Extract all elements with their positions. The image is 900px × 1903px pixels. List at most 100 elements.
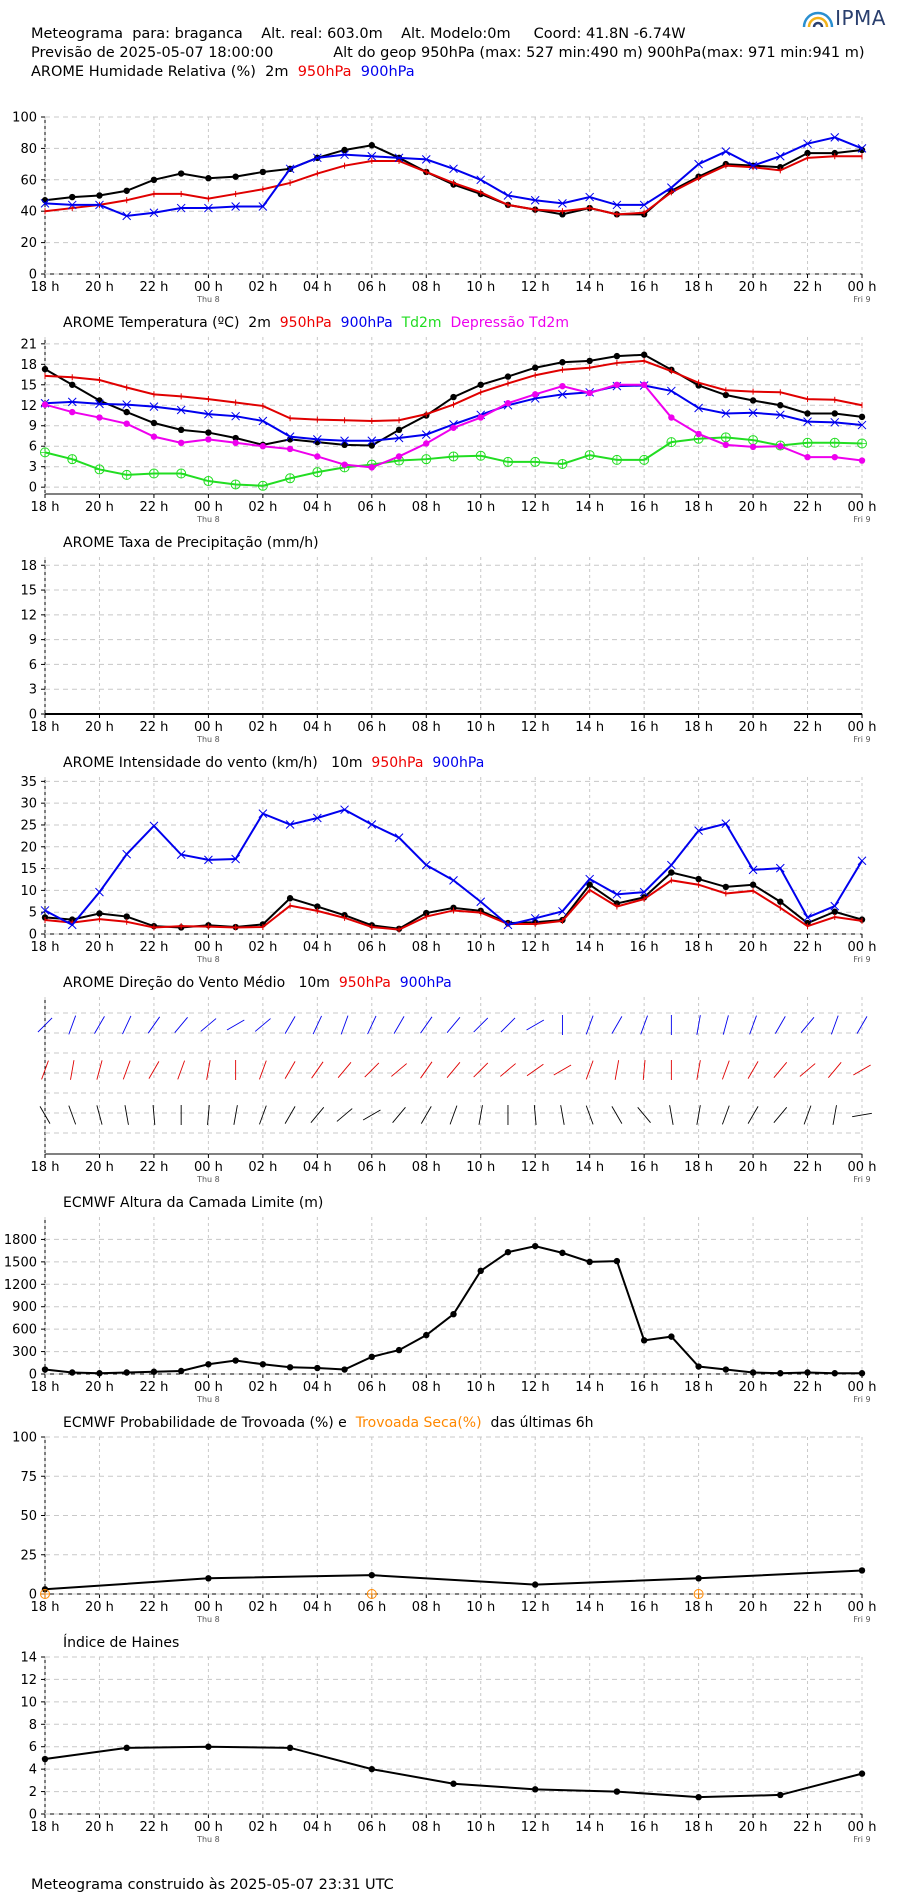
dir-barb-2m bbox=[96, 1105, 103, 1125]
dir-barb-950 bbox=[853, 1064, 871, 1076]
temp-td2m-point-cross bbox=[748, 435, 758, 445]
pbl-pbl-point bbox=[749, 1369, 757, 1376]
pbl-pbl-point bbox=[314, 1364, 321, 1372]
temp-900hpa-point bbox=[721, 409, 731, 418]
pbl-x-tick-label: 20 h bbox=[85, 1380, 114, 1395]
rh-y-tick-label: 80 bbox=[20, 142, 37, 157]
wind-900hpa-point bbox=[639, 887, 649, 897]
wind-x-tick-label: 22 h bbox=[139, 940, 168, 955]
wind-x-sub-label: Fri 9 bbox=[853, 955, 870, 964]
temp-2m-point bbox=[232, 434, 239, 442]
storm-trovoada-point bbox=[695, 1575, 702, 1582]
temp-x-tick-label: 10 h bbox=[466, 500, 495, 515]
wind-x-tick-label: 16 h bbox=[630, 940, 659, 955]
dir-barb-2m bbox=[449, 1105, 458, 1125]
temp-2m-point bbox=[395, 426, 403, 434]
storm-y-tick-label: 75 bbox=[20, 1470, 37, 1485]
temp-y-tick-label: 12 bbox=[20, 399, 37, 414]
dir-barb-950 bbox=[364, 1062, 380, 1078]
rh-900hpa-point bbox=[585, 192, 595, 202]
rh-900hpa-point bbox=[231, 202, 240, 211]
wind-900hpa-point bbox=[694, 826, 703, 835]
pbl-x-tick-label: 22 h bbox=[793, 1380, 822, 1395]
temp-900hpa-point bbox=[67, 397, 77, 407]
storm-x-tick-label: 20 h bbox=[85, 1600, 114, 1615]
precip-x-tick-label: 18 h bbox=[684, 720, 713, 735]
wind-900hpa-point bbox=[775, 863, 785, 873]
dir-barb-900 bbox=[420, 1016, 433, 1034]
temp-title: AROME Temperatura (ºC) 2m 950hPa 900hPa … bbox=[63, 315, 569, 331]
header-line-2: Previsão de 2025-05-07 18:00:00 Alt do g… bbox=[31, 45, 865, 61]
wind-2m-point bbox=[314, 903, 321, 910]
rh-y-tick-label: 20 bbox=[20, 236, 37, 251]
storm-trovoada-point bbox=[368, 1571, 375, 1579]
temp-y-tick-label: 3 bbox=[29, 460, 37, 475]
pbl-x-tick-label: 00 h bbox=[848, 1380, 877, 1395]
temp-2m-point bbox=[123, 408, 130, 416]
wind-900hpa-point bbox=[67, 920, 77, 930]
pbl-x-tick-label: 20 h bbox=[739, 1380, 768, 1395]
temp-x-tick-label: 18 h bbox=[31, 500, 60, 515]
wind-y-tick-label: 0 bbox=[29, 928, 37, 943]
wind-900hpa-point bbox=[612, 889, 622, 899]
pbl-x-sub-label: Thu 8 bbox=[196, 1395, 220, 1404]
storm-trovoada-series-line bbox=[44, 1569, 863, 1591]
precip-x-tick-label: 18 h bbox=[31, 720, 60, 735]
pbl-pbl-point bbox=[123, 1369, 130, 1376]
wind-2m-point bbox=[749, 881, 757, 888]
temp-legend-900: 900hPa bbox=[340, 315, 393, 331]
dir-barb-900 bbox=[749, 1015, 757, 1035]
temp-td2m-point-cross bbox=[449, 451, 458, 461]
temp-depressotd2m-point bbox=[314, 453, 321, 460]
wind-x-tick-label: 18 h bbox=[684, 940, 713, 955]
rh-900hpa-point bbox=[857, 144, 867, 153]
dir-barb-950 bbox=[614, 1060, 620, 1080]
wind-900hpa-point bbox=[421, 860, 431, 870]
temp-td2m-point-cross bbox=[803, 438, 813, 448]
dir-barb-900 bbox=[856, 1016, 868, 1034]
haines-x-tick-label: 12 h bbox=[521, 1820, 550, 1835]
wind-2m-point bbox=[831, 908, 838, 915]
rh-x-tick-label: 02 h bbox=[248, 280, 277, 295]
temp-td2m-point-cross bbox=[149, 469, 159, 479]
pbl-pbl-point bbox=[777, 1370, 784, 1377]
temp-depressotd2m-point bbox=[69, 408, 76, 416]
haines-haines-point bbox=[695, 1793, 702, 1801]
dir-barb-900 bbox=[37, 1017, 53, 1033]
dir-barb-900 bbox=[585, 1015, 594, 1035]
haines-title: Índice de Haines bbox=[63, 1635, 180, 1651]
haines-haines-point bbox=[613, 1788, 621, 1795]
dir-barb-900 bbox=[640, 1015, 648, 1035]
haines-haines-point bbox=[777, 1791, 784, 1799]
precip-x-tick-label: 20 h bbox=[739, 720, 768, 735]
dir-barb-2m bbox=[669, 1105, 674, 1125]
temp-2m-point bbox=[96, 397, 103, 404]
rh-900hpa-point bbox=[367, 151, 377, 161]
dir-barb-2m bbox=[39, 1106, 51, 1124]
temp-900hpa-point bbox=[694, 403, 703, 413]
dir-barb-2m bbox=[533, 1104, 537, 1126]
temp-td2m-point-cross bbox=[666, 437, 676, 447]
dir-barb-900 bbox=[446, 1017, 461, 1033]
wind-900hpa-point bbox=[748, 865, 758, 875]
temp-depressotd2m-point bbox=[668, 414, 675, 421]
temp-900hpa-point bbox=[394, 433, 404, 443]
temp-900hpa-point bbox=[122, 400, 132, 409]
temp-900hpa-point bbox=[830, 417, 840, 427]
temp-depressotd2m-point bbox=[205, 436, 212, 443]
dir-barb-950 bbox=[773, 1062, 788, 1078]
dir-barb-900 bbox=[774, 1016, 786, 1034]
wind-y-tick-label: 35 bbox=[20, 775, 37, 790]
pbl-x-tick-label: 18 h bbox=[684, 1380, 713, 1395]
wind-900hpa-point bbox=[122, 849, 132, 859]
pbl-x-tick-label: 14 h bbox=[575, 1380, 604, 1395]
wind-y-tick-label: 30 bbox=[20, 797, 37, 812]
rh-900hpa-point bbox=[476, 175, 486, 185]
dir-barb-2m bbox=[773, 1107, 788, 1123]
precip-x-tick-label: 00 h bbox=[848, 720, 877, 735]
rh-2m-point bbox=[259, 168, 267, 176]
wind-900hpa-point bbox=[857, 856, 867, 866]
rh-legend-900: 900hPa bbox=[360, 64, 415, 80]
temp-2m-point bbox=[41, 365, 49, 373]
ipma-logo[interactable]: IPMA bbox=[801, 6, 886, 30]
